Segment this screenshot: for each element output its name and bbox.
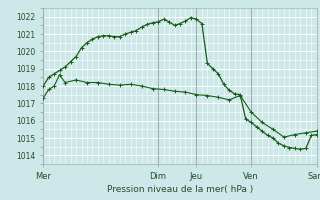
- X-axis label: Pression niveau de la mer( hPa ): Pression niveau de la mer( hPa ): [107, 185, 253, 194]
